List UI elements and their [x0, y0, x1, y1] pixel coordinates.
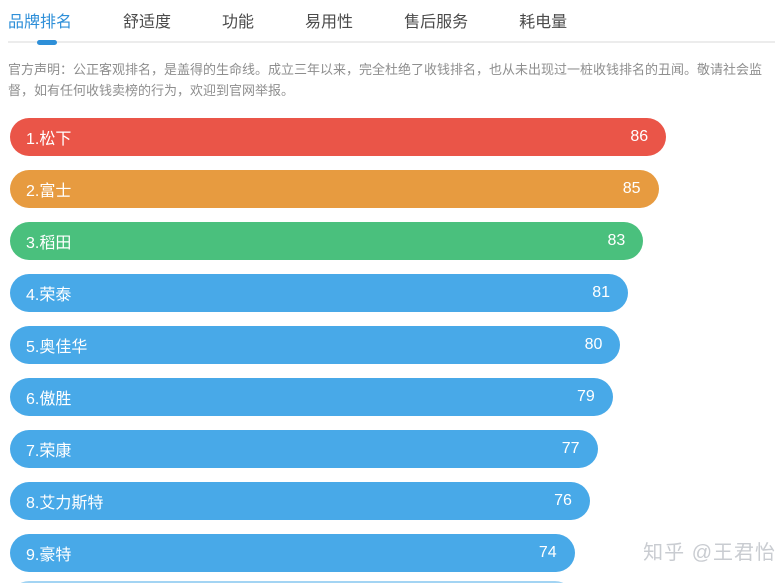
bar-value: 79 [576, 388, 595, 405]
tab-after-sales[interactable]: 售后服务 [404, 14, 469, 31]
bar-row[interactable]: 4.荣泰 81 [10, 274, 629, 312]
bar-value: 80 [584, 336, 603, 353]
bar-row[interactable]: 9.豪特 74 [10, 534, 575, 572]
bar-row[interactable]: 1.松下 86 [10, 118, 667, 156]
bar-row[interactable]: 3.稻田 83 [10, 222, 644, 260]
bar-row[interactable]: 8.艾力斯特 76 [10, 482, 590, 520]
bar-row[interactable]: 5.奥佳华 80 [10, 326, 621, 364]
bar-label: 8.艾力斯特 [26, 495, 104, 512]
bar-label: 4.荣泰 [26, 287, 72, 304]
bar-value: 74 [538, 544, 557, 561]
official-statement: 官方声明：公正客观排名，是盖得的生命线。成立三年以来，完全杜绝了收钱排名，也从未… [8, 62, 763, 98]
bar-value: 83 [607, 232, 626, 249]
tab-power-consumption[interactable]: 耗电量 [519, 14, 568, 31]
bar-row[interactable]: 7.荣康 77 [10, 430, 598, 468]
bar-chart: 1.松下 86 2.富士 85 3.稻田 83 4.荣泰 81 5.奥佳华 80… [10, 118, 773, 572]
tab-function[interactable]: 功能 [222, 14, 255, 31]
bar-label: 7.荣康 [26, 443, 72, 460]
bar-row[interactable]: 6.傲胜 79 [10, 378, 613, 416]
bar-value: 76 [554, 492, 572, 509]
tab-comfort[interactable]: 舒适度 [123, 14, 172, 31]
watermark: 知乎 @王君怡 [643, 542, 776, 564]
bar-value: 81 [592, 284, 611, 301]
bar-label: 6.傲胜 [26, 391, 72, 408]
bar-label: 2.富士 [26, 183, 72, 200]
bar-label: 3.稻田 [26, 235, 72, 252]
tab-brand-ranking[interactable]: 品牌排名 [8, 14, 73, 31]
bar-value: 85 [622, 180, 641, 197]
tab-bar: 品牌排名 舒适度 功能 易用性 售后服务 耗电量 [8, 0, 775, 45]
bar-label: 5.奥佳华 [26, 339, 88, 356]
bar-row[interactable]: 2.富士 85 [10, 170, 659, 208]
partial-bar [10, 581, 574, 583]
bar-label: 9.豪特 [26, 547, 72, 564]
bar-value: 86 [630, 128, 649, 145]
bar-value: 77 [561, 440, 580, 457]
tab-usability[interactable]: 易用性 [305, 14, 354, 31]
bar-label: 1.松下 [26, 131, 72, 148]
active-tab-indicator [37, 40, 57, 45]
